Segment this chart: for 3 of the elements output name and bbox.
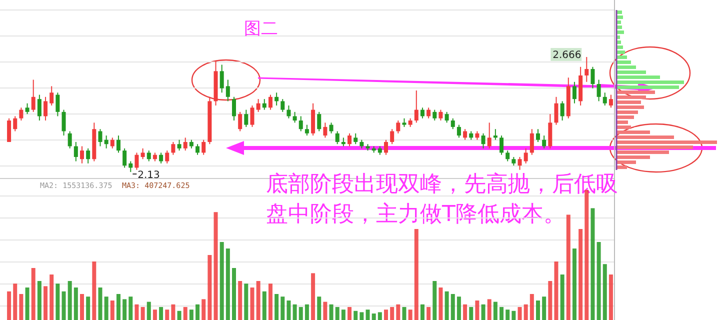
annotation: 2.13 [138, 170, 160, 181]
text: 图二 [244, 19, 278, 39]
annotation: 2.666 [552, 50, 582, 61]
